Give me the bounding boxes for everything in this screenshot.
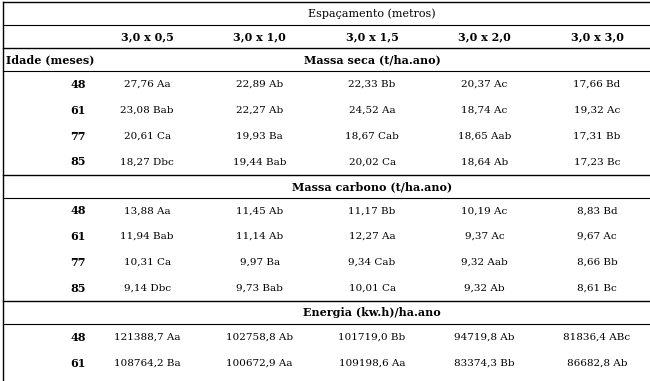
Text: 48: 48 xyxy=(70,205,86,216)
Text: 3,0 x 0,5: 3,0 x 0,5 xyxy=(121,31,174,42)
Text: 48: 48 xyxy=(70,79,86,90)
Text: 9,32 Aab: 9,32 Aab xyxy=(462,258,508,267)
Text: 9,14 Dbc: 9,14 Dbc xyxy=(124,284,171,293)
Text: 94719,8 Ab: 94719,8 Ab xyxy=(454,333,515,342)
Text: 10,31 Ca: 10,31 Ca xyxy=(124,258,171,267)
Text: 48: 48 xyxy=(70,332,86,343)
Text: 3,0 x 1,0: 3,0 x 1,0 xyxy=(233,31,286,42)
Text: 18,64 Ab: 18,64 Ab xyxy=(461,157,508,166)
Text: 12,27 Aa: 12,27 Aa xyxy=(349,232,395,241)
Text: 11,45 Ab: 11,45 Ab xyxy=(236,206,283,215)
Text: 108764,2 Ba: 108764,2 Ba xyxy=(114,359,181,368)
Text: Idade (meses): Idade (meses) xyxy=(6,54,95,65)
Text: 19,44 Bab: 19,44 Bab xyxy=(233,157,287,166)
Text: 23,08 Bab: 23,08 Bab xyxy=(120,106,174,115)
Text: 20,61 Ca: 20,61 Ca xyxy=(124,131,171,141)
Text: 8,66 Bb: 8,66 Bb xyxy=(577,258,617,267)
Text: 8,61 Bc: 8,61 Bc xyxy=(577,284,617,293)
Text: 22,89 Ab: 22,89 Ab xyxy=(236,80,283,89)
Text: 3,0 x 2,0: 3,0 x 2,0 xyxy=(458,31,511,42)
Text: 77: 77 xyxy=(70,257,86,268)
Text: 101719,0 Bb: 101719,0 Bb xyxy=(339,333,406,342)
Text: 24,52 Aa: 24,52 Aa xyxy=(349,106,395,115)
Text: 9,34 Cab: 9,34 Cab xyxy=(348,258,396,267)
Text: 17,66 Bd: 17,66 Bd xyxy=(573,80,621,89)
Text: 20,37 Ac: 20,37 Ac xyxy=(462,80,508,89)
Text: 18,74 Ac: 18,74 Ac xyxy=(462,106,508,115)
Text: Massa seca (t/ha.ano): Massa seca (t/ha.ano) xyxy=(304,54,441,65)
Text: 9,73 Bab: 9,73 Bab xyxy=(236,284,283,293)
Text: Energia (kw.h)/ha.ano: Energia (kw.h)/ha.ano xyxy=(304,307,441,318)
Text: Massa carbono (t/ha.ano): Massa carbono (t/ha.ano) xyxy=(292,181,452,192)
Text: 85: 85 xyxy=(70,283,86,294)
Text: 11,17 Bb: 11,17 Bb xyxy=(348,206,396,215)
Text: 61: 61 xyxy=(70,231,86,242)
Text: 9,37 Ac: 9,37 Ac xyxy=(465,232,504,241)
Text: 18,65 Aab: 18,65 Aab xyxy=(458,131,512,141)
Text: 3,0 x 1,5: 3,0 x 1,5 xyxy=(346,31,398,42)
Text: 3,0 x 3,0: 3,0 x 3,0 xyxy=(571,31,623,42)
Text: 10,01 Ca: 10,01 Ca xyxy=(348,284,396,293)
Text: Espaçamento (metros): Espaçamento (metros) xyxy=(308,8,436,19)
Text: 83374,3 Bb: 83374,3 Bb xyxy=(454,359,515,368)
Text: 11,14 Ab: 11,14 Ab xyxy=(236,232,283,241)
Text: 22,27 Ab: 22,27 Ab xyxy=(236,106,283,115)
Text: 109198,6 Aa: 109198,6 Aa xyxy=(339,359,406,368)
Text: 10,19 Ac: 10,19 Ac xyxy=(462,206,508,215)
Text: 11,94 Bab: 11,94 Bab xyxy=(120,232,174,241)
Text: 85: 85 xyxy=(70,157,86,167)
Text: 19,32 Ac: 19,32 Ac xyxy=(574,106,620,115)
Text: 9,97 Ba: 9,97 Ba xyxy=(240,258,280,267)
Text: 61: 61 xyxy=(70,105,86,115)
Text: 22,33 Bb: 22,33 Bb xyxy=(348,80,396,89)
Text: 8,83 Bd: 8,83 Bd xyxy=(577,206,617,215)
Text: 19,93 Ba: 19,93 Ba xyxy=(237,131,283,141)
Text: 61: 61 xyxy=(70,358,86,368)
Text: 13,88 Aa: 13,88 Aa xyxy=(124,206,170,215)
Text: 77: 77 xyxy=(70,131,86,141)
Text: 121388,7 Aa: 121388,7 Aa xyxy=(114,333,181,342)
Text: 86682,8 Ab: 86682,8 Ab xyxy=(567,359,627,368)
Text: 9,67 Ac: 9,67 Ac xyxy=(577,232,617,241)
Text: 102758,8 Ab: 102758,8 Ab xyxy=(226,333,293,342)
Text: 100672,9 Aa: 100672,9 Aa xyxy=(226,359,293,368)
Text: 17,23 Bc: 17,23 Bc xyxy=(574,157,620,166)
Text: 27,76 Aa: 27,76 Aa xyxy=(124,80,170,89)
Text: 18,27 Dbc: 18,27 Dbc xyxy=(120,157,174,166)
Text: 81836,4 ABc: 81836,4 ABc xyxy=(564,333,630,342)
Text: 20,02 Ca: 20,02 Ca xyxy=(348,157,396,166)
Text: 17,31 Bb: 17,31 Bb xyxy=(573,131,621,141)
Text: 9,32 Ab: 9,32 Ab xyxy=(464,284,505,293)
Text: 18,67 Cab: 18,67 Cab xyxy=(345,131,399,141)
